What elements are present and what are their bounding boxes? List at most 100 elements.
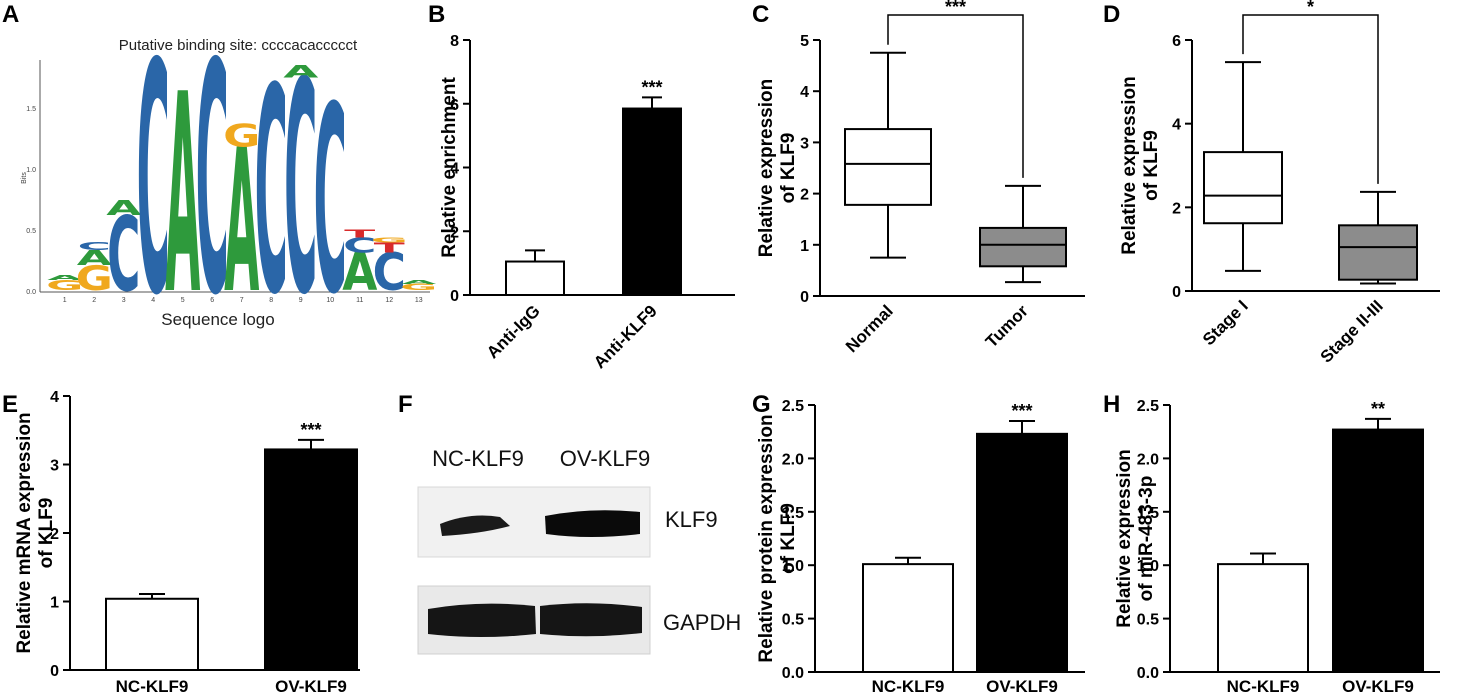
logo-letter: A bbox=[165, 37, 200, 355]
y-tick-label: 0.5 bbox=[782, 612, 804, 629]
y-axis-label: of KLF9 bbox=[36, 498, 57, 569]
logo-letter: C bbox=[107, 194, 140, 314]
category-label: Anti-KLF9 bbox=[590, 301, 661, 372]
logo-letter: C bbox=[255, 27, 288, 357]
y-tick-label: 8 bbox=[450, 33, 459, 50]
category-label: Stage I bbox=[1199, 296, 1252, 349]
category-label: Stage II-III bbox=[1317, 296, 1387, 366]
box bbox=[1338, 224, 1418, 281]
logo-y-label: Bits bbox=[21, 172, 28, 184]
y-axis-label: Relative expression bbox=[756, 79, 777, 257]
y-tick-label: 4 bbox=[800, 84, 809, 101]
logo-letter: A bbox=[77, 246, 113, 270]
panel-g: G 0.0 0.5 1.0 1.5 2.0 2.5 Relative protein exp… bbox=[752, 391, 1085, 695]
panel-f: F NC-KLF9 OV-KLF9 KLF9 GAPDH bbox=[398, 391, 741, 655]
y-tick-label: 0.0 bbox=[782, 665, 804, 682]
y-tick-label: 5 bbox=[800, 33, 809, 50]
logo-ytick-0: 0.0 bbox=[26, 289, 36, 296]
logo-position-labels: 1 2 3 4 5 6 7 8 9 10 11 12 13 bbox=[63, 297, 423, 304]
logo-letter: C bbox=[314, 53, 347, 351]
category-label: Anti-IgG bbox=[483, 301, 544, 362]
y-tick-label: 2.0 bbox=[1137, 451, 1159, 468]
band-gapdh-ov bbox=[540, 603, 642, 637]
panel-label-b: B bbox=[428, 1, 445, 28]
y-tick-label: 4 bbox=[1172, 117, 1181, 134]
logo-title: Putative binding site: ccccacaccccct bbox=[119, 37, 358, 54]
y-tick-label: 4 bbox=[50, 389, 59, 406]
logo-ytick-1: 0.5 bbox=[26, 228, 36, 235]
category-label: OV-KLF9 bbox=[986, 677, 1058, 695]
logo-letter: A bbox=[47, 274, 82, 282]
bar bbox=[264, 448, 358, 671]
y-tick-label: 0 bbox=[450, 288, 459, 305]
box bbox=[1203, 151, 1283, 225]
logo-position-label: 2 bbox=[92, 297, 96, 304]
logo-letter: G bbox=[46, 277, 83, 293]
y-tick-label: 2.5 bbox=[1137, 398, 1159, 415]
lane-label-nc: NC-KLF9 bbox=[432, 446, 524, 471]
y-tick-label: 0 bbox=[800, 289, 809, 306]
bar bbox=[622, 107, 682, 296]
y-axis-label: of KLF9 bbox=[778, 503, 799, 574]
y-tick-label: 6 bbox=[450, 97, 459, 114]
y-axis-label: Relative expression bbox=[1114, 449, 1135, 627]
logo-letter: G bbox=[76, 259, 113, 298]
category-label: NC-KLF9 bbox=[872, 677, 945, 695]
logo-letter: A bbox=[224, 107, 259, 337]
logo-position-label: 4 bbox=[151, 297, 155, 304]
bar bbox=[1217, 563, 1309, 674]
logo-letter: C bbox=[137, 0, 170, 366]
box bbox=[844, 128, 932, 206]
logo-letter: C bbox=[373, 243, 406, 302]
logo-letter: T bbox=[374, 240, 405, 256]
band-label-gapdh: GAPDH bbox=[663, 610, 741, 635]
logo-position-label: 7 bbox=[240, 297, 244, 304]
lane-label-ov: OV-KLF9 bbox=[560, 446, 650, 471]
category-label: OV-KLF9 bbox=[275, 677, 347, 695]
y-tick-label: 6 bbox=[1172, 33, 1181, 50]
panel-label-f: F bbox=[398, 391, 413, 418]
logo-position-label: 1 bbox=[63, 297, 67, 304]
chart-c: 0 1 2 3 4 5 Relative expression of KLF9 Normal Tu… bbox=[756, 0, 1085, 356]
y-tick-label: 2 bbox=[800, 187, 809, 204]
y-tick-label: 3 bbox=[800, 135, 809, 152]
chart-h: 0.0 0.5 1.0 1.5 2.0 2.5 Relative expression of … bbox=[1114, 398, 1440, 695]
y-tick-label: 0.5 bbox=[1137, 612, 1159, 629]
y-tick-label: 1.0 bbox=[782, 558, 804, 575]
logo-letter: C bbox=[78, 240, 111, 252]
y-tick-label: 4 bbox=[450, 161, 459, 178]
panel-d: D 0 2 4 6 Relative expression of KLF9 Stage I S… bbox=[1103, 0, 1440, 367]
y-tick-label: 2.0 bbox=[782, 451, 804, 468]
panel-h: H 0.0 0.5 1.0 1.5 2.0 2.5 Relative expression o… bbox=[1103, 391, 1440, 695]
y-tick-label: 2 bbox=[1172, 200, 1181, 217]
panel-label-h: H bbox=[1103, 391, 1120, 418]
significance-marker: * bbox=[1307, 0, 1314, 17]
panel-b: B 0 2 4 6 8 Relative enrichment Anti-IgG Anti-K… bbox=[428, 1, 735, 372]
logo-letter: C bbox=[343, 234, 376, 258]
y-axis-label: Relative expression bbox=[1119, 76, 1140, 254]
bar bbox=[105, 597, 199, 672]
bar bbox=[862, 563, 954, 674]
logo-ytick-2: 1.0 bbox=[26, 167, 36, 174]
logo-position-label: 8 bbox=[269, 297, 273, 304]
logo-position-label: 10 bbox=[326, 297, 334, 304]
category-label: NC-KLF9 bbox=[1227, 677, 1300, 695]
box bbox=[979, 226, 1067, 268]
logo-position-label: 11 bbox=[356, 297, 363, 304]
y-axis-label: Relative enrichment bbox=[439, 77, 460, 258]
y-tick-label: 1.0 bbox=[1137, 558, 1159, 575]
significance-bracket bbox=[887, 14, 1024, 178]
chart-d: 0 2 4 6 Relative expression of KLF9 Stage I Sta… bbox=[1119, 0, 1440, 367]
significance-bracket bbox=[1242, 14, 1379, 184]
y-tick-label: 2.5 bbox=[782, 398, 804, 415]
y-tick-label: 0 bbox=[50, 663, 59, 680]
panel-c: C 0 1 2 3 4 5 Relative expression of KLF9 Normal… bbox=[752, 0, 1085, 356]
significance-marker: *** bbox=[1011, 401, 1032, 421]
category-label: NC-KLF9 bbox=[116, 677, 189, 695]
y-tick-label: 0.0 bbox=[1137, 665, 1159, 682]
category-label: OV-KLF9 bbox=[1342, 677, 1414, 695]
logo-letter: A bbox=[283, 62, 319, 82]
band-klf9-ov bbox=[545, 510, 640, 537]
significance-marker: ** bbox=[1371, 399, 1385, 419]
